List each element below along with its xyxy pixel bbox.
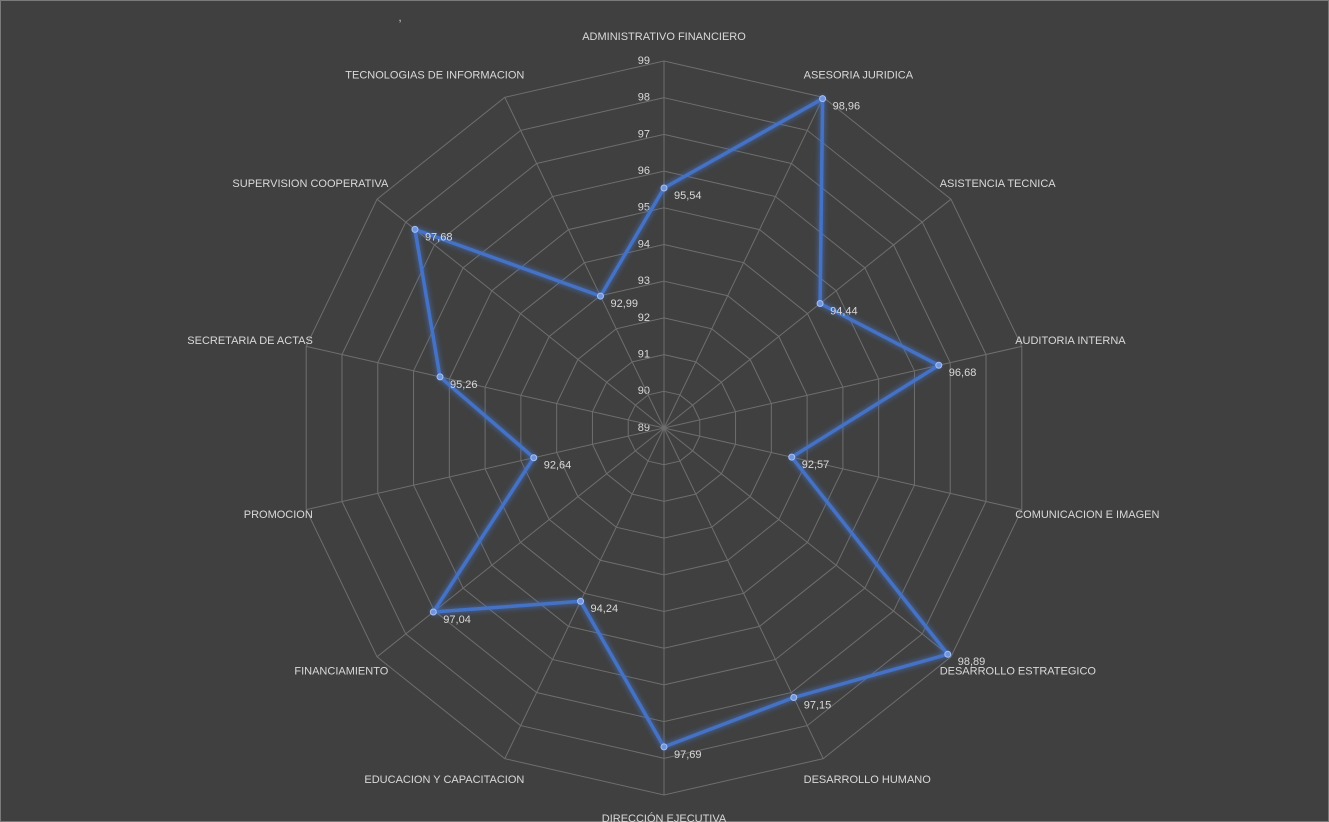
axis-spoke <box>504 427 665 759</box>
category-label: FINANCIAMIENTO <box>294 666 388 678</box>
data-point <box>660 184 668 192</box>
data-point <box>935 361 943 369</box>
value-label: 95,26 <box>450 379 478 391</box>
r-tick-label: 96 <box>638 165 650 177</box>
value-label: 94,24 <box>591 603 619 615</box>
value-label: 97,04 <box>443 614 471 626</box>
value-label: 92,99 <box>610 298 638 310</box>
value-label: 97,68 <box>425 231 453 243</box>
r-tick-label: 98 <box>638 92 650 104</box>
data-point <box>790 693 798 701</box>
data-point <box>596 292 604 300</box>
data-point <box>577 597 585 605</box>
axis-spoke <box>376 427 665 658</box>
r-tick-label: 93 <box>638 275 650 287</box>
r-tick-label: 99 <box>638 55 650 67</box>
data-point <box>819 95 827 103</box>
category-label: TECNOLOGIAS DE INFORMACION <box>345 70 524 82</box>
axis-spoke <box>663 198 952 429</box>
axis-spoke <box>504 97 665 429</box>
value-label: 98,89 <box>958 656 986 668</box>
value-label: 92,57 <box>802 459 830 471</box>
category-label: ASESORIA JURIDICA <box>804 70 914 82</box>
axis-spoke <box>306 345 665 429</box>
category-label: ASISTENCIA TECNICA <box>940 178 1057 190</box>
value-label: 95,54 <box>674 190 702 202</box>
category-label: SUPERVISION COOPERATIVA <box>232 178 389 190</box>
r-tick-label: 91 <box>638 349 650 361</box>
data-point <box>788 453 796 461</box>
axis-spoke <box>663 97 824 429</box>
data-point <box>530 454 538 462</box>
r-tick-label: 95 <box>638 202 650 214</box>
value-label: 98,96 <box>833 101 861 113</box>
data-point <box>411 225 419 233</box>
r-tick-label: 97 <box>638 128 650 140</box>
data-point <box>436 373 444 381</box>
axis-spoke <box>306 427 665 511</box>
value-label: 94,44 <box>830 305 858 317</box>
category-label: EDUCACION Y CAPACITACION <box>364 774 524 786</box>
value-label: 92,64 <box>544 460 572 472</box>
data-point <box>660 743 668 751</box>
r-tick-label: 89 <box>638 422 650 434</box>
category-label: SECRETARIA DE ACTAS <box>187 335 313 347</box>
category-label: ADMINISTRATIVO FINANCIERO <box>582 31 746 43</box>
data-point <box>944 650 952 658</box>
category-label: PROMOCION <box>244 509 313 521</box>
r-tick-label: 92 <box>638 312 650 324</box>
r-tick-label: 90 <box>638 385 650 397</box>
category-label: AUDITORIA INTERNA <box>1015 335 1126 347</box>
category-label: COMUNICACION E IMAGEN <box>1015 509 1159 521</box>
value-label: 97,15 <box>804 699 832 711</box>
category-label: DIRECCIÓN EJECUTIVA <box>602 812 727 822</box>
axis-spoke <box>663 427 824 759</box>
r-tick-label: 94 <box>638 238 650 250</box>
data-point <box>816 300 824 308</box>
chart-title: , <box>398 12 401 24</box>
category-label: DESARROLLO HUMANO <box>804 774 932 786</box>
axis-spoke <box>663 427 952 658</box>
axis-spoke <box>663 427 1022 511</box>
data-point <box>429 608 437 616</box>
axis-spoke <box>663 345 1022 429</box>
value-label: 97,69 <box>674 749 702 761</box>
value-label: 96,68 <box>949 367 977 379</box>
category-label: DESARROLLO ESTRATEGICO <box>940 666 1097 678</box>
axis-spoke <box>376 198 665 429</box>
